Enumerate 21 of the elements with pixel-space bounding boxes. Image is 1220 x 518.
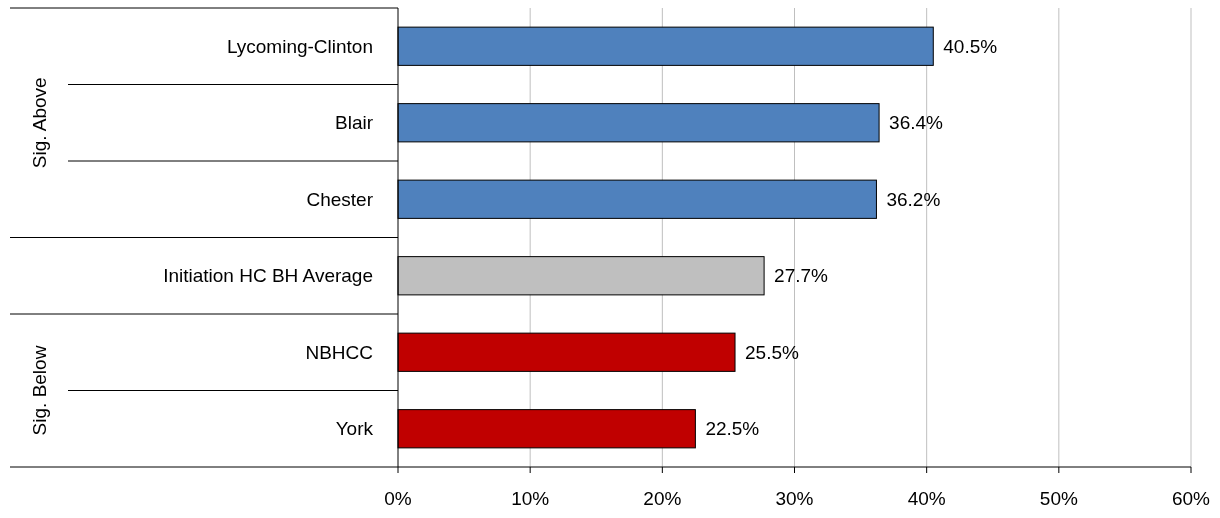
data-label: 36.2% [886,188,941,210]
data-label: 36.4% [889,112,944,134]
y-tick-label: Initiation HC BH Average [163,265,373,287]
x-tick-label: 30% [775,488,814,509]
data-label: 27.7% [774,265,829,287]
y-tick-label: NBHCC [305,341,373,363]
y-tick-label: Lycoming-Clinton [226,35,373,57]
text: Sig. Below [28,345,50,436]
x-tick-label: 0% [384,488,412,509]
x-tick-label: 20% [643,488,682,509]
x-tick-label: 40% [907,488,946,509]
y-tick-label: Blair [334,112,374,134]
y-tick-label: Chester [306,188,374,210]
y-tick-label: York [335,418,374,440]
data-label: 25.5% [745,341,799,363]
data-label: 22.5% [705,418,760,440]
data-label: 40.5% [943,35,998,57]
x-tick-label: 50% [1039,488,1078,509]
x-tick-label: 60% [1171,488,1211,509]
text: Sig. Above [28,77,50,169]
x-tick-label: 10% [511,488,550,509]
